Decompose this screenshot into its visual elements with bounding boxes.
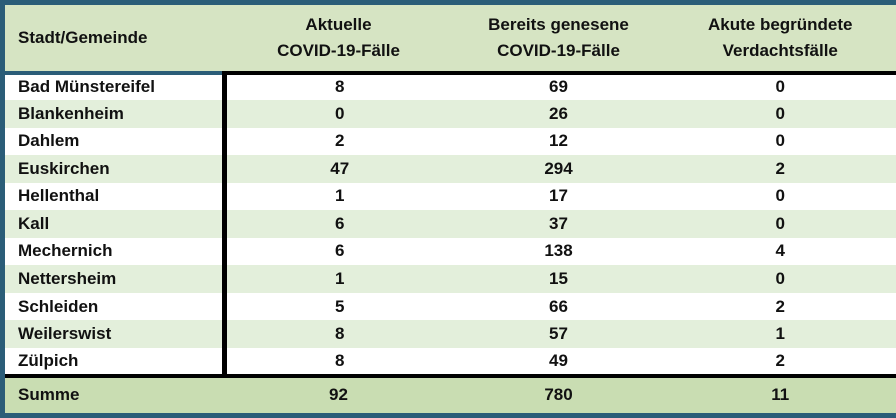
table-row: Bad Münstereifel 8 69 0 [0,72,896,101]
suspected-cases-value: 2 [664,292,896,321]
sum-label: Summe [0,373,225,418]
recovered-cases-value: 12 [452,127,665,156]
table-row: Euskirchen 47 294 2 [0,155,896,183]
table-row: Blankenheim 0 26 0 [0,100,896,128]
active-cases-value: 6 [224,237,453,266]
active-cases-value: 1 [224,265,453,293]
city-name: Mechernich [0,237,227,266]
active-cases-value: 2 [224,127,453,156]
recovered-cases-value: 69 [452,72,665,101]
recovered-cases-value: 138 [452,237,665,266]
header-active-line1: Aktuelle [305,15,372,35]
active-cases-value: 0 [224,100,453,128]
city-name: Nettersheim [0,265,227,293]
recovered-cases-value: 37 [452,210,665,238]
recovered-cases-value: 49 [452,347,665,376]
city-name: Schleiden [0,292,227,321]
city-name: Dahlem [0,127,227,156]
recovered-cases-value: 26 [452,100,665,128]
suspected-cases-value: 0 [664,210,896,238]
city-name: Weilerswist [0,320,227,348]
recovered-cases-value: 57 [452,320,665,348]
active-cases-value: 1 [224,182,453,211]
sum-suspected-cases: 11 [664,373,896,418]
suspected-cases-value: 1 [664,320,896,348]
table-row: Weilerswist 8 57 1 [0,320,896,348]
table-row: Nettersheim 1 15 0 [0,265,896,293]
active-cases-value: 47 [224,155,453,183]
header-suspected-line1: Akute begründete [707,15,853,35]
city-name: Blankenheim [0,100,227,128]
header-recovered-line2: COVID-19-Fälle [497,40,620,60]
header-suspected-cases: Akute begründete Verdachtsfälle [664,0,896,75]
header-row: Stadt/Gemeinde Aktuelle COVID-19-Fälle B… [0,0,896,75]
table-row: Mechernich 6 138 4 [0,237,896,266]
table-body: Bad Münstereifel 8 69 0 Blankenheim 0 26… [0,72,896,376]
active-cases-value: 8 [224,72,453,101]
city-name: Zülpich [0,347,227,376]
city-name: Euskirchen [0,155,227,183]
suspected-cases-value: 0 [664,100,896,128]
recovered-cases-value: 17 [452,182,665,211]
header-active-cases: Aktuelle COVID-19-Fälle [224,0,453,75]
sum-recovered-cases: 780 [452,373,665,418]
suspected-cases-value: 2 [664,155,896,183]
table-header: Stadt/Gemeinde Aktuelle COVID-19-Fälle B… [0,0,896,75]
suspected-cases-value: 0 [664,182,896,211]
city-name: Hellenthal [0,182,227,211]
city-name: Bad Münstereifel [0,72,227,101]
active-cases-value: 5 [224,292,453,321]
table-footer: Summe 92 780 11 [0,373,896,418]
table-row: Zülpich 8 49 2 [0,347,896,376]
sum-active-cases: 92 [224,373,453,418]
table-row: Kall 6 37 0 [0,210,896,238]
header-city: Stadt/Gemeinde [0,0,225,75]
header-suspected-line2: Verdachtsfälle [722,40,838,60]
table-row: Hellenthal 1 17 0 [0,182,896,211]
header-active-line2: COVID-19-Fälle [277,40,400,60]
suspected-cases-value: 2 [664,347,896,376]
suspected-cases-value: 4 [664,237,896,266]
active-cases-value: 6 [224,210,453,238]
header-recovered-cases: Bereits genesene COVID-19-Fälle [452,0,665,75]
recovered-cases-value: 66 [452,292,665,321]
suspected-cases-value: 0 [664,72,896,101]
suspected-cases-value: 0 [664,265,896,293]
active-cases-value: 8 [224,320,453,348]
suspected-cases-value: 0 [664,127,896,156]
header-recovered-line1: Bereits genesene [488,15,629,35]
recovered-cases-value: 294 [452,155,665,183]
recovered-cases-value: 15 [452,265,665,293]
city-name: Kall [0,210,227,238]
table-row: Schleiden 5 66 2 [0,292,896,321]
table-row: Dahlem 2 12 0 [0,127,896,156]
active-cases-value: 8 [224,347,453,376]
sum-row: Summe 92 780 11 [0,373,896,418]
